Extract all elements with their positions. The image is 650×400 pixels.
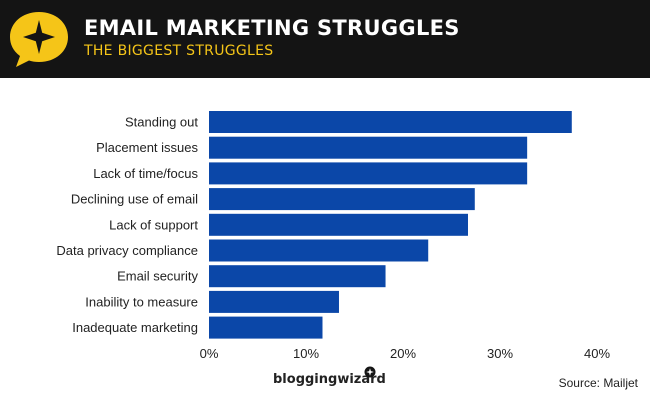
- x-tick-label: 40%: [584, 346, 610, 361]
- bar-chart: Standing out Placement issues Lack of time…: [56, 111, 610, 361]
- category-label: Lack of time/focus: [93, 166, 198, 181]
- bar: [209, 162, 528, 185]
- category-label: Placement issues: [96, 140, 198, 155]
- x-tick-label: 0%: [200, 346, 219, 361]
- star-speech-bubble-icon: [10, 12, 68, 67]
- brand-logo-text: bloggingwizard: [273, 372, 386, 387]
- category-label: Standing out: [125, 115, 198, 130]
- category-label: Inability to measure: [85, 294, 198, 309]
- x-tick-label: 30%: [487, 346, 513, 361]
- x-tick-label: 10%: [293, 346, 319, 361]
- page-subtitle: THE BIGGEST STRUGGLES: [84, 43, 274, 59]
- source-note: Source: Mailjet: [558, 376, 638, 390]
- x-tick-label: 20%: [390, 346, 416, 361]
- bar: [209, 316, 323, 339]
- bar: [209, 188, 475, 211]
- category-label: Data privacy compliance: [56, 243, 198, 258]
- category-label: Lack of support: [109, 217, 198, 232]
- bar: [209, 213, 468, 236]
- category-label: Email security: [117, 269, 198, 284]
- brand-star-icon: [364, 366, 376, 378]
- bar: [209, 111, 572, 133]
- category-label: Declining use of email: [71, 192, 198, 207]
- header-banner: EMAIL MARKETING STRUGGLES THE BIGGEST ST…: [0, 0, 650, 78]
- bar: [209, 136, 528, 159]
- bar: [209, 239, 429, 262]
- bar: [209, 265, 386, 288]
- page-title: EMAIL MARKETING STRUGGLES: [84, 16, 460, 40]
- category-label: Inadequate marketing: [72, 320, 198, 335]
- bar: [209, 290, 339, 313]
